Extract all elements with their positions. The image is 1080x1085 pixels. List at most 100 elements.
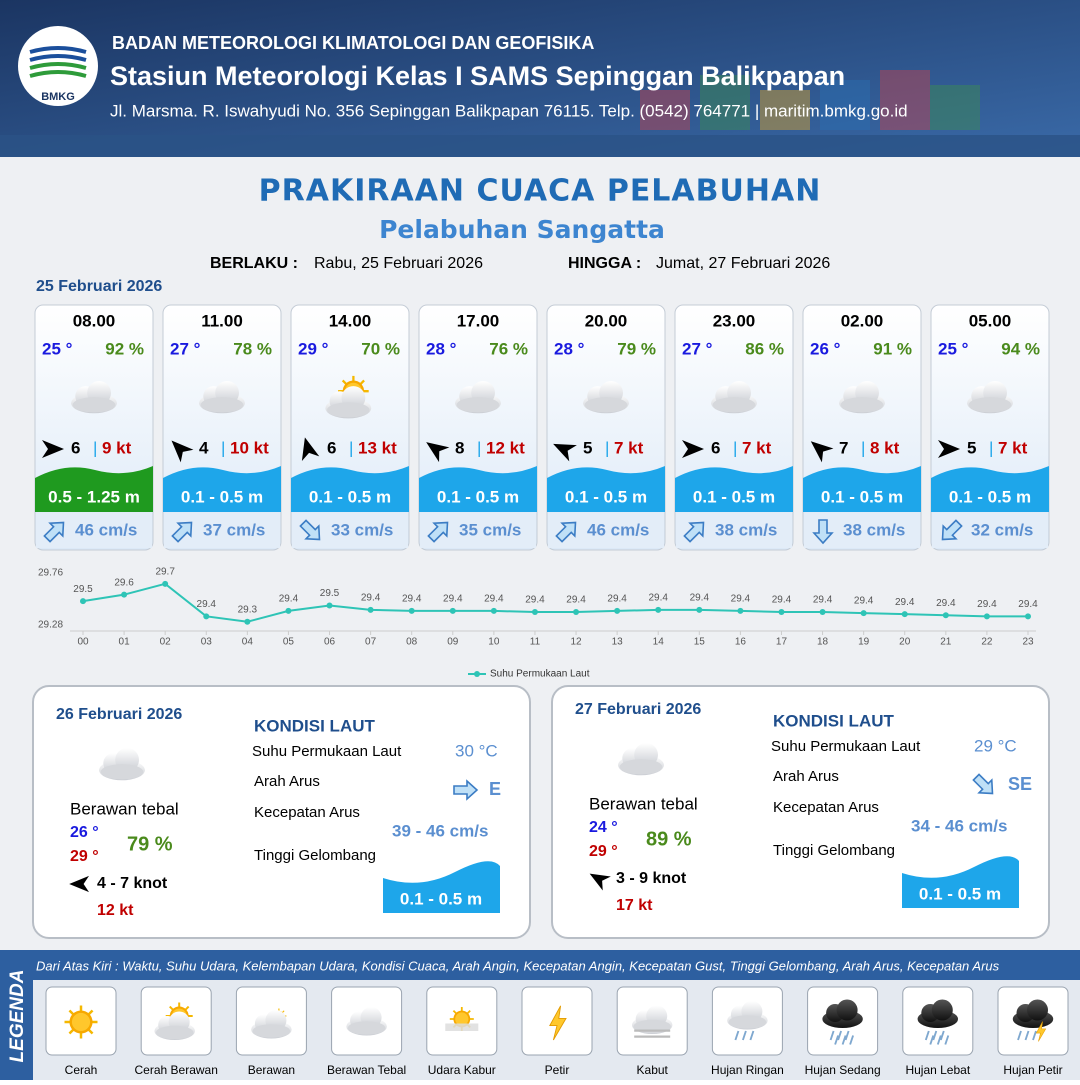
time: 08.00	[73, 311, 116, 330]
value-label: 29.4	[361, 592, 381, 603]
humidity: 78 %	[233, 339, 272, 358]
separator: |	[93, 438, 97, 457]
value-label: 29.4	[772, 595, 792, 606]
day-date: 25 Februari 2026	[36, 278, 162, 295]
x-tick-label: 06	[324, 637, 336, 648]
current-speed: 32 cm/s	[971, 520, 1033, 539]
x-tick-label: 19	[858, 637, 870, 648]
wave	[383, 861, 500, 913]
weather: Berawan tebal	[589, 794, 698, 813]
legend-title: LEGENDA	[7, 970, 28, 1063]
point	[1025, 613, 1031, 620]
wave	[803, 466, 921, 512]
wave	[675, 466, 793, 512]
current-speed: 33 cm/s	[331, 520, 393, 539]
point	[203, 613, 210, 620]
header-decoration	[700, 75, 750, 130]
temp-min: 24 °	[589, 819, 618, 836]
haze	[445, 1023, 479, 1031]
subtitle: Pelabuhan Sangatta	[379, 215, 665, 244]
legend-item: Hujan Lebat	[905, 1063, 970, 1077]
header-decoration	[820, 80, 870, 130]
value-label: 29.4	[936, 598, 956, 609]
value-label: 29.4	[484, 594, 504, 605]
air-temp: 25 °	[938, 339, 969, 358]
air-temp: 28 °	[426, 339, 457, 358]
value-label: 29.4	[895, 597, 915, 608]
valid-to: Jumat, 27 Februari 2026	[656, 255, 830, 272]
temp-max: 29 °	[70, 848, 99, 865]
time: 14.00	[329, 311, 372, 330]
separator: |	[221, 438, 225, 457]
point	[778, 609, 785, 615]
time: 20.00	[585, 311, 628, 330]
wave-height: 0.1 - 0.5 m	[309, 487, 391, 506]
legend-item: Cerah	[65, 1063, 98, 1077]
air-temp: 25 °	[42, 339, 73, 358]
air-temp: 27 °	[170, 339, 201, 358]
point	[531, 609, 538, 615]
gust: 7 kt	[742, 438, 772, 457]
point	[285, 607, 292, 614]
valid-from-label: BERLAKU :	[210, 255, 298, 272]
day-date: 27 Februari 2026	[575, 701, 701, 718]
value-label: 29.4	[854, 596, 874, 607]
value-label: 29.4	[977, 599, 997, 610]
gust: 7 kt	[998, 438, 1028, 457]
air-temp: 29 °	[298, 339, 329, 358]
x-tick-label: 01	[119, 637, 131, 648]
current-speed: 37 cm/s	[203, 520, 265, 539]
time: 05.00	[969, 311, 1012, 330]
air-temp: 27 °	[682, 339, 713, 358]
humidity: 89 %	[646, 828, 692, 850]
sst-label: Suhu Permukaan Laut	[252, 743, 402, 760]
point	[367, 606, 374, 613]
legend-item: Berawan	[248, 1063, 295, 1077]
value-label: 29.6	[114, 577, 134, 588]
humidity: 94 %	[1001, 339, 1040, 358]
wave-label: Tinggi Gelombang	[254, 847, 376, 864]
x-tick-label: 07	[365, 637, 377, 648]
x-tick-label: 00	[77, 637, 89, 648]
wave	[419, 466, 537, 512]
value-label: 29.5	[320, 588, 340, 599]
point	[326, 602, 333, 609]
gust: 12 kt	[486, 438, 525, 457]
legend-item: Kabut	[637, 1063, 669, 1077]
wave-height: 0.1 - 0.5 m	[565, 487, 647, 506]
time: 17.00	[457, 311, 500, 330]
separator: |	[349, 438, 353, 457]
x-tick-label: 16	[735, 637, 747, 648]
x-tick-label: 10	[488, 637, 500, 648]
header-decoration	[930, 85, 980, 130]
y-tick-label: 29.28	[38, 620, 63, 631]
value-label: 29.4	[690, 592, 710, 603]
wind-speed: 4	[199, 438, 209, 457]
x-tick-label: 21	[940, 637, 952, 648]
header-bg	[0, 0, 1080, 157]
value-label: 29.4	[607, 594, 627, 605]
station-name: Stasiun Meteorologi Kelas I SAMS Sepingg…	[110, 61, 845, 91]
x-tick-label: 15	[694, 637, 706, 648]
wind-speed: 5	[583, 438, 592, 457]
logo-mark	[29, 70, 87, 78]
current-direction-label: Arah Arus	[254, 773, 320, 790]
current-speed-label: Kecepatan Arus	[254, 804, 360, 821]
separator: |	[477, 438, 481, 457]
separator: |	[733, 438, 737, 457]
wave-height: 0.1 - 0.5 m	[919, 884, 1001, 903]
legend-item: Hujan Ringan	[711, 1063, 784, 1077]
point	[983, 613, 990, 620]
value-label: 29.3	[238, 604, 258, 615]
header-pier	[0, 135, 1080, 157]
gust: 10 kt	[230, 438, 269, 457]
header-decoration	[880, 70, 930, 130]
day-panel	[32, 685, 531, 939]
address: Jl. Marsma. R. Iswahyudi No. 356 Sepingg…	[110, 101, 908, 120]
sea-heading: KONDISI LAUT	[773, 711, 895, 730]
wave-height: 0.5 - 1.25 m	[48, 487, 140, 506]
humidity: 70 %	[361, 339, 400, 358]
value-label: 29.4	[648, 592, 668, 603]
